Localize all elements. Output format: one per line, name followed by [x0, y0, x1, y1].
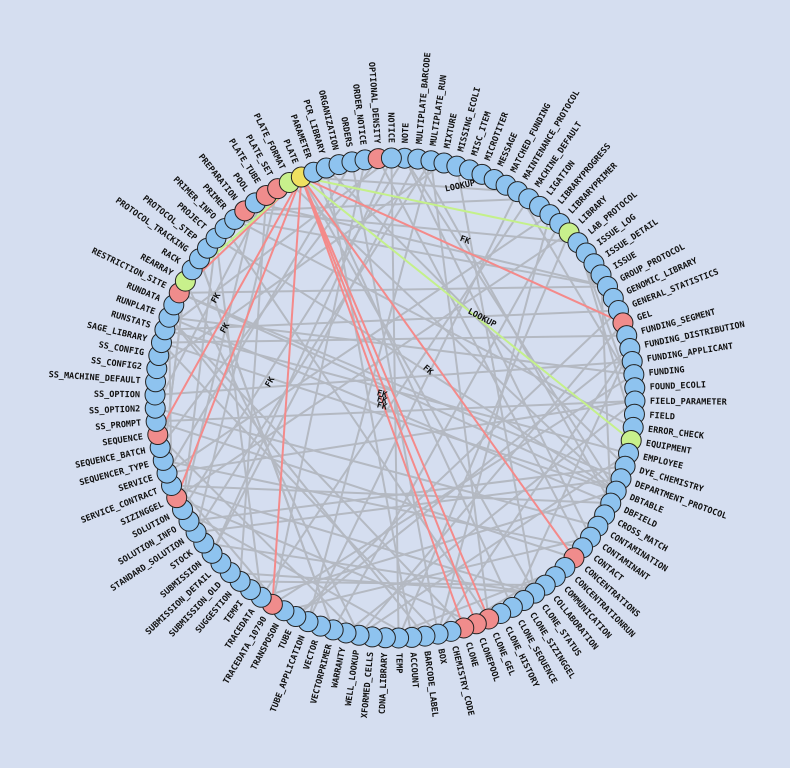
- table-label: ACCOUNT: [407, 652, 419, 688]
- edge: [516, 191, 636, 389]
- edge-label: FK: [458, 234, 472, 247]
- edge: [358, 452, 630, 637]
- edge-label: FK: [376, 400, 389, 413]
- edge-highlight: [300, 176, 575, 559]
- table-node: [380, 147, 402, 169]
- edge: [168, 316, 465, 629]
- edge: [159, 157, 379, 449]
- edge-highlight: [300, 176, 490, 620]
- edge: [307, 160, 432, 622]
- table-label: FIELD: [649, 411, 675, 423]
- edge: [455, 165, 536, 594]
- edge: [300, 176, 536, 594]
- table-label: FUNDING: [648, 365, 685, 378]
- table-label: FOUND_ECOLI: [650, 380, 707, 392]
- edge: [230, 571, 535, 595]
- edge: [385, 566, 566, 639]
- edge: [307, 191, 519, 623]
- edge-highlight: [300, 176, 478, 625]
- edge-label: FK: [376, 388, 389, 401]
- table-label: CDNA_LIBRARY: [378, 652, 390, 715]
- edge: [176, 496, 477, 625]
- edge: [154, 194, 268, 409]
- edge-highlight: [300, 176, 465, 629]
- edge: [195, 160, 432, 533]
- table-label: SS_OPTION2: [89, 404, 141, 416]
- edge: [511, 348, 631, 608]
- table-label: NOTICE: [385, 112, 395, 143]
- edge: [429, 160, 490, 620]
- table-label: SS_OPTION: [94, 390, 140, 401]
- table-label: GEL: [636, 309, 654, 323]
- edge: [295, 309, 620, 618]
- edge: [168, 316, 612, 505]
- edge: [271, 159, 367, 605]
- edge: [255, 201, 608, 288]
- edge: [239, 195, 268, 582]
- edge-highlight: [300, 176, 632, 442]
- edge: [176, 231, 570, 499]
- edge-highlight: [175, 176, 303, 499]
- edge: [156, 400, 636, 423]
- edge: [403, 157, 592, 538]
- edge-highlight: [271, 176, 303, 605]
- edge: [171, 484, 611, 505]
- table-label: TEMP: [393, 653, 403, 674]
- edge: [377, 158, 584, 549]
- edge: [576, 242, 635, 428]
- edge: [437, 347, 631, 635]
- edge: [234, 218, 634, 429]
- edge-highlight: [156, 176, 303, 436]
- edge: [164, 328, 629, 455]
- edge: [164, 157, 393, 331]
- edge-highlight: [301, 176, 570, 234]
- edge: [188, 465, 626, 523]
- edge: [181, 202, 257, 510]
- edge: [157, 433, 360, 636]
- edges: [154, 157, 636, 639]
- edge: [171, 484, 535, 595]
- edge: [283, 536, 591, 612]
- edge: [403, 157, 618, 492]
- edge-highlight: [300, 176, 624, 324]
- table-label: SS_PROMPT: [95, 418, 142, 432]
- edge: [345, 400, 636, 634]
- edge: [397, 232, 571, 639]
- table-label: NOTE: [401, 123, 412, 144]
- edge-label: FK: [376, 394, 389, 407]
- table-label: BOX: [435, 648, 448, 665]
- edge: [160, 341, 439, 635]
- edge: [161, 341, 617, 493]
- table-label: FIELD_PARAMETER: [650, 397, 728, 408]
